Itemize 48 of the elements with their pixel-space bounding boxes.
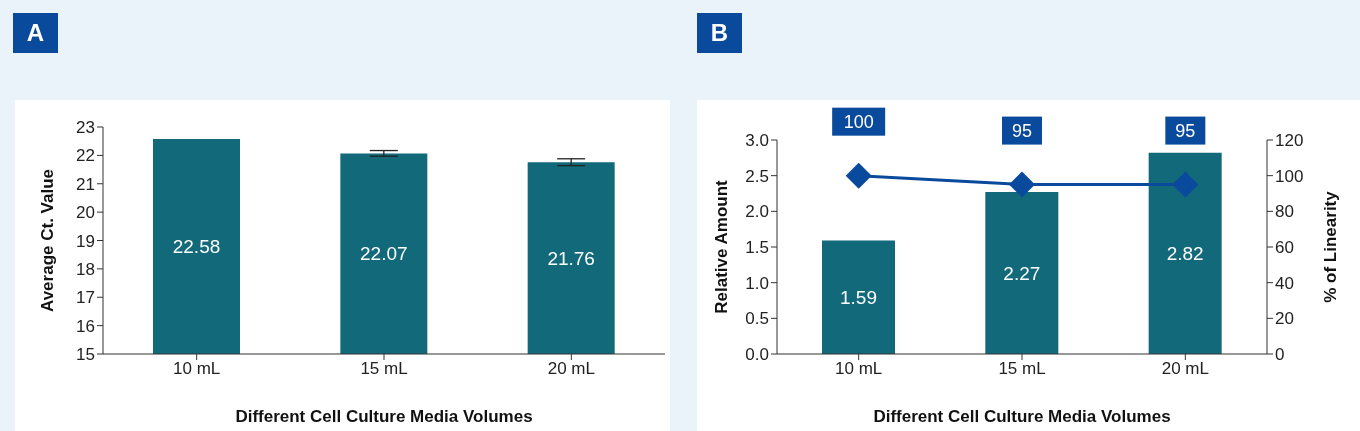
data-label: 22.58 [172,236,221,258]
y-tick-label: 0.5 [745,309,769,329]
x-tick-label: 10 mL [835,359,883,379]
y-axis-title: Average Ct. Value [38,169,58,312]
y-tick-label: 18 [76,259,95,279]
x-tick-label: 15 mL [360,359,408,379]
y-tick-label: 2.0 [745,202,769,222]
y-tick-label: 3.0 [745,131,769,151]
data-label: 95 [1175,120,1196,141]
y-tick-label: 16 [76,316,95,336]
y2-tick-label: 100 [1275,166,1304,186]
y-tick-label: 19 [76,231,95,251]
bar [985,192,1059,354]
data-label: 22.07 [360,243,408,265]
bar [822,240,895,354]
y-tick-label: 20 [76,203,95,223]
y2-tick-label: 20 [1275,309,1294,329]
data-label: 21.76 [547,247,595,269]
data-label: 2.27 [1003,262,1041,284]
x-tick-label: 10 mL [173,359,221,379]
y-tick-label: 1.0 [745,273,769,293]
x-tick-label: 20 mL [1161,359,1209,379]
chart-title: A [13,13,58,53]
data-label: 1.59 [840,287,877,309]
data-label: 2.82 [1166,243,1204,265]
y2-tick-label: 80 [1275,202,1294,222]
y2-tick-label: 40 [1275,273,1294,293]
y-tick-label: 17 [76,288,95,308]
y2-axis-title: % of Linearity [1321,190,1341,303]
y-tick-label: 22 [76,146,95,166]
y-tick-label: 21 [76,174,95,194]
bar [1148,152,1222,354]
y2-tick-label: 60 [1275,238,1294,258]
y2-tick-label: 0 [1275,345,1285,365]
x-axis-title: Different Cell Culture Media Volumes [873,407,1171,426]
y-tick-label: 0.0 [745,345,769,365]
x-axis-title: Different Cell Culture Media Volumes [235,407,533,426]
data-label: 95 [1011,120,1033,141]
x-tick-label: 20 mL [547,359,595,379]
x-tick-label: 15 mL [998,359,1046,379]
y-tick-label: 15 [76,345,95,365]
y-axis-title: Relative Amount [712,179,732,314]
y2-tick-label: 120 [1275,131,1304,151]
chart-title: B [697,13,742,53]
y-tick-label: 1.5 [745,238,769,258]
data-label: 100 [843,111,874,132]
y-tick-label: 23 [76,118,95,138]
y-tick-label: 2.5 [745,166,769,186]
